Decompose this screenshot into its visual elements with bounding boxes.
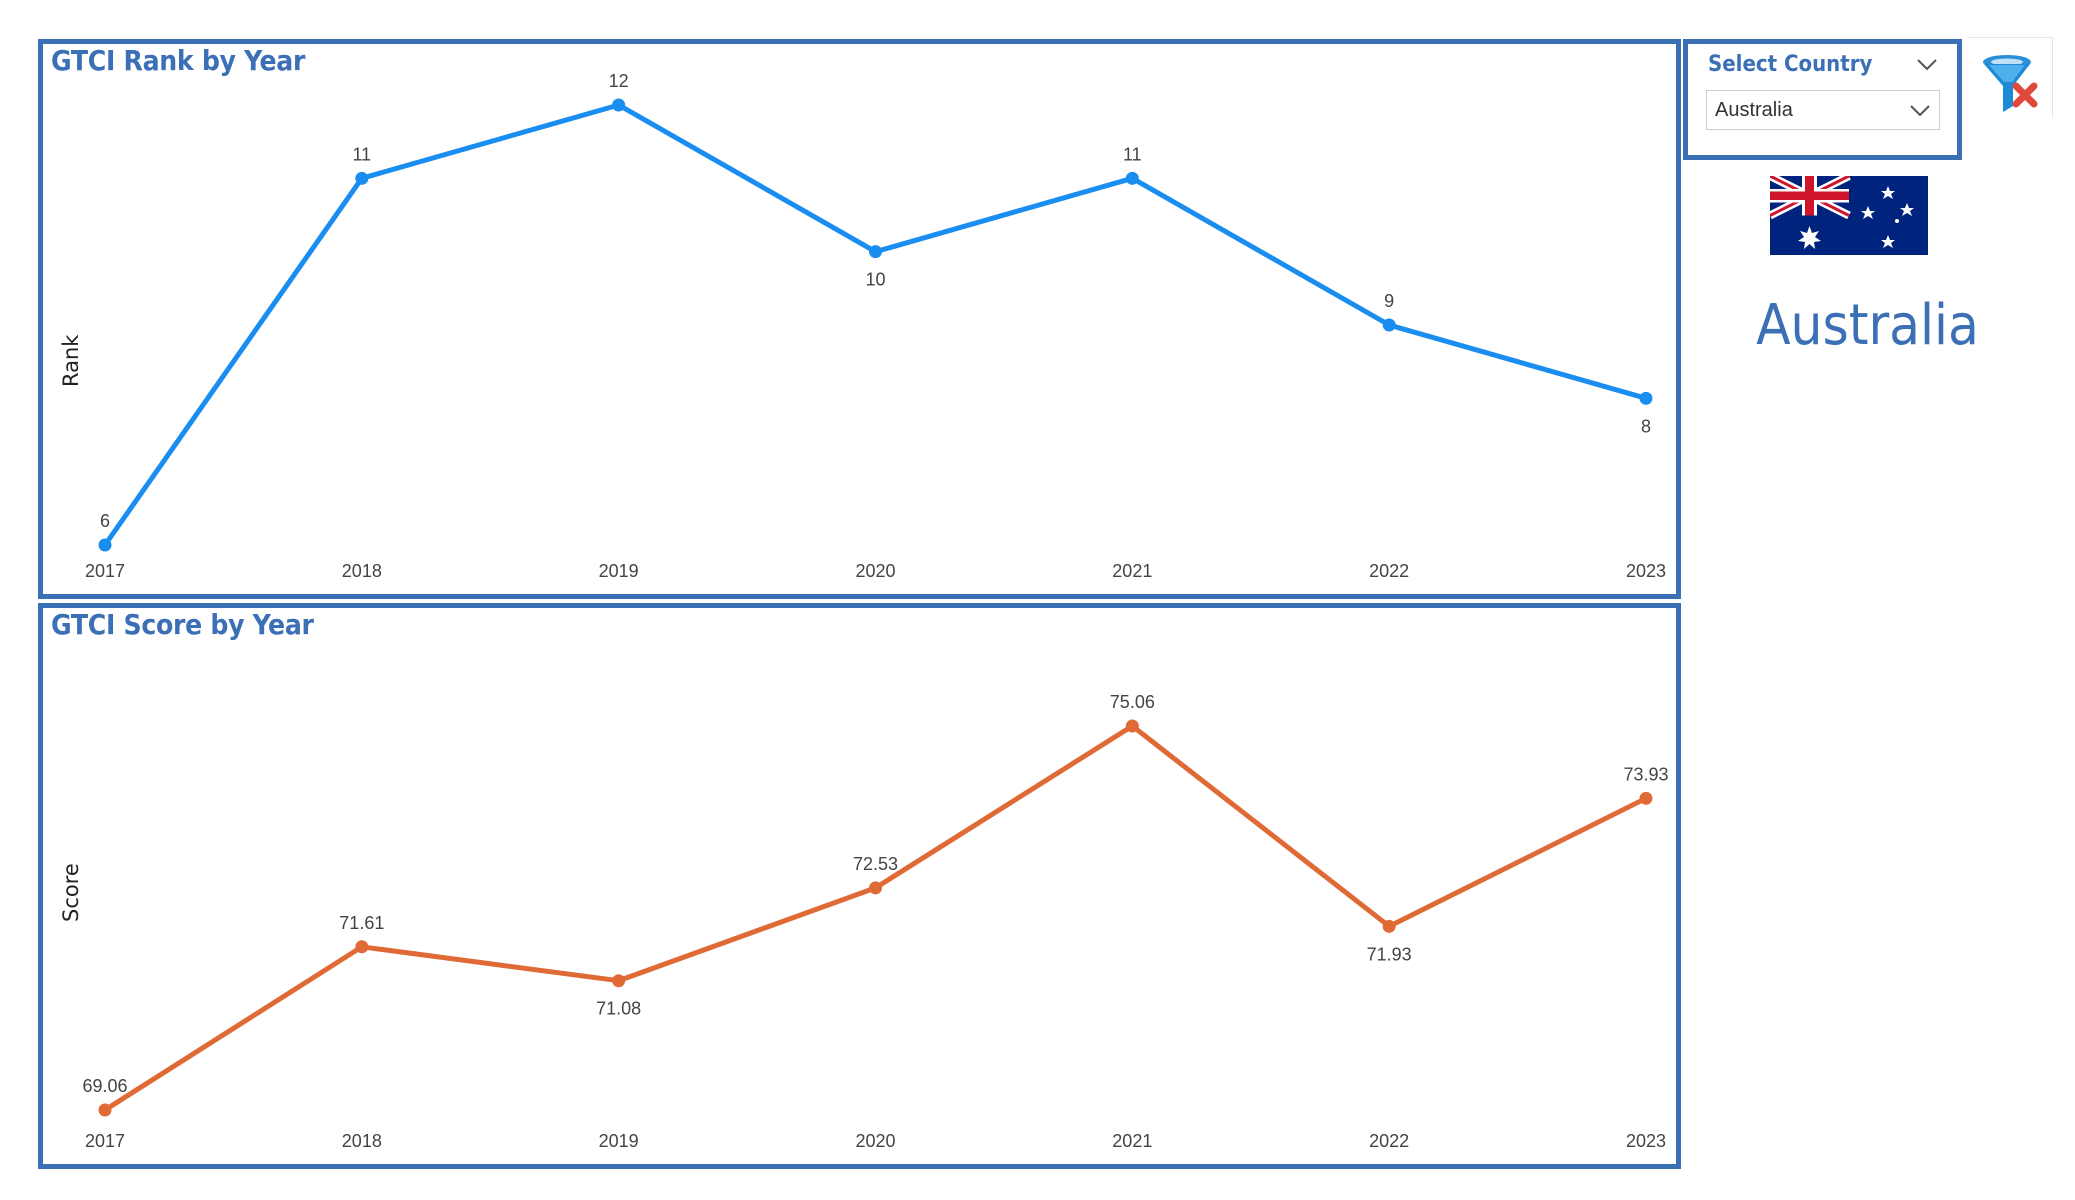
data-label: 9 — [1384, 291, 1394, 311]
slicer-collapse-chevron-icon[interactable] — [1916, 58, 1938, 72]
x-tick-label: 2018 — [342, 1131, 382, 1151]
data-label: 6 — [100, 511, 110, 531]
data-point[interactable] — [98, 1103, 112, 1117]
score-line-chart: 69.06 71.61 71.08 72.53 75.06 71.93 73.93 2017 2… — [82, 692, 1668, 1151]
southern-cross-star-1 — [1881, 186, 1895, 199]
clear-filter-button[interactable] — [1967, 37, 2053, 118]
x-tick-label: 2022 — [1369, 1131, 1409, 1151]
slicer-title: Select Country — [1708, 52, 1873, 77]
southern-cross-star-3 — [1900, 203, 1914, 216]
data-label: 71.93 — [1367, 944, 1412, 964]
data-point[interactable] — [98, 538, 112, 552]
rank-chart-title: GTCI Rank by Year — [51, 44, 306, 77]
data-point[interactable] — [612, 98, 626, 112]
data-point[interactable] — [1125, 719, 1139, 733]
x-tick-label: 2017 — [85, 561, 125, 581]
x-tick-label: 2020 — [855, 1131, 895, 1151]
country-dropdown[interactable]: Australia — [1706, 90, 1940, 130]
funnel-clear-icon — [1983, 55, 2038, 112]
data-point[interactable] — [612, 974, 626, 988]
data-point[interactable] — [355, 171, 369, 185]
score-chart-title: GTCI Score by Year — [51, 608, 314, 641]
x-tick-label: 2020 — [855, 561, 895, 581]
rank-chart-panel: GTCI Rank by Year Rank 6 11 12 10 11 9 8 2017 20… — [38, 39, 1681, 599]
x-tick-label: 2017 — [85, 1131, 125, 1151]
series-line — [103, 723, 1648, 1113]
x-tick-label: 2018 — [342, 561, 382, 581]
country-slicer: Select Country Australia — [1683, 39, 1962, 160]
data-point[interactable] — [355, 940, 369, 954]
data-point[interactable] — [1382, 318, 1396, 332]
x-tick-label: 2019 — [599, 561, 639, 581]
series-line — [102, 102, 1647, 547]
data-point[interactable] — [1639, 791, 1653, 805]
score-chart-panel: GTCI Score by Year Score 69.06 71.61 71.08… — [38, 603, 1681, 1169]
data-label: 73.93 — [1623, 764, 1668, 784]
country-dropdown-value: Australia — [1715, 99, 1793, 121]
data-label: 71.61 — [339, 913, 384, 933]
data-label: 11 — [1123, 144, 1142, 164]
australia-flag — [1770, 176, 1928, 255]
commonwealth-star — [1798, 226, 1821, 249]
data-label: 8 — [1641, 416, 1651, 436]
selected-country-name: Australia — [1756, 293, 1979, 358]
x-tick-label: 2021 — [1112, 1131, 1152, 1151]
data-label: 71.08 — [596, 999, 641, 1019]
data-label: 12 — [609, 71, 629, 91]
x-tick-label: 2021 — [1112, 561, 1152, 581]
southern-cross-star-5 — [1895, 219, 1899, 223]
data-point[interactable] — [1382, 919, 1396, 933]
union-jack-canton — [1770, 176, 1851, 220]
data-label: 69.06 — [82, 1076, 127, 1096]
data-point[interactable] — [1125, 171, 1139, 185]
data-point[interactable] — [869, 245, 882, 259]
x-tick-label: 2022 — [1369, 561, 1409, 581]
data-label: 11 — [352, 144, 371, 164]
data-label: 75.06 — [1110, 692, 1155, 712]
data-point[interactable] — [869, 881, 882, 895]
southern-cross-star-2 — [1861, 206, 1875, 219]
x-tick-label: 2019 — [599, 1131, 639, 1151]
data-label: 72.53 — [853, 854, 898, 874]
southern-cross-star-4 — [1881, 235, 1895, 248]
x-tick-label: 2023 — [1626, 1131, 1666, 1151]
chevron-down-icon — [1910, 105, 1930, 117]
data-point[interactable] — [1639, 391, 1653, 405]
x-tick-label: 2023 — [1626, 561, 1666, 581]
rank-line-chart: 6 11 12 10 11 9 8 2017 2018 2019 2020 2021 2022 2023 — [85, 71, 1666, 581]
data-label: 10 — [865, 270, 885, 290]
